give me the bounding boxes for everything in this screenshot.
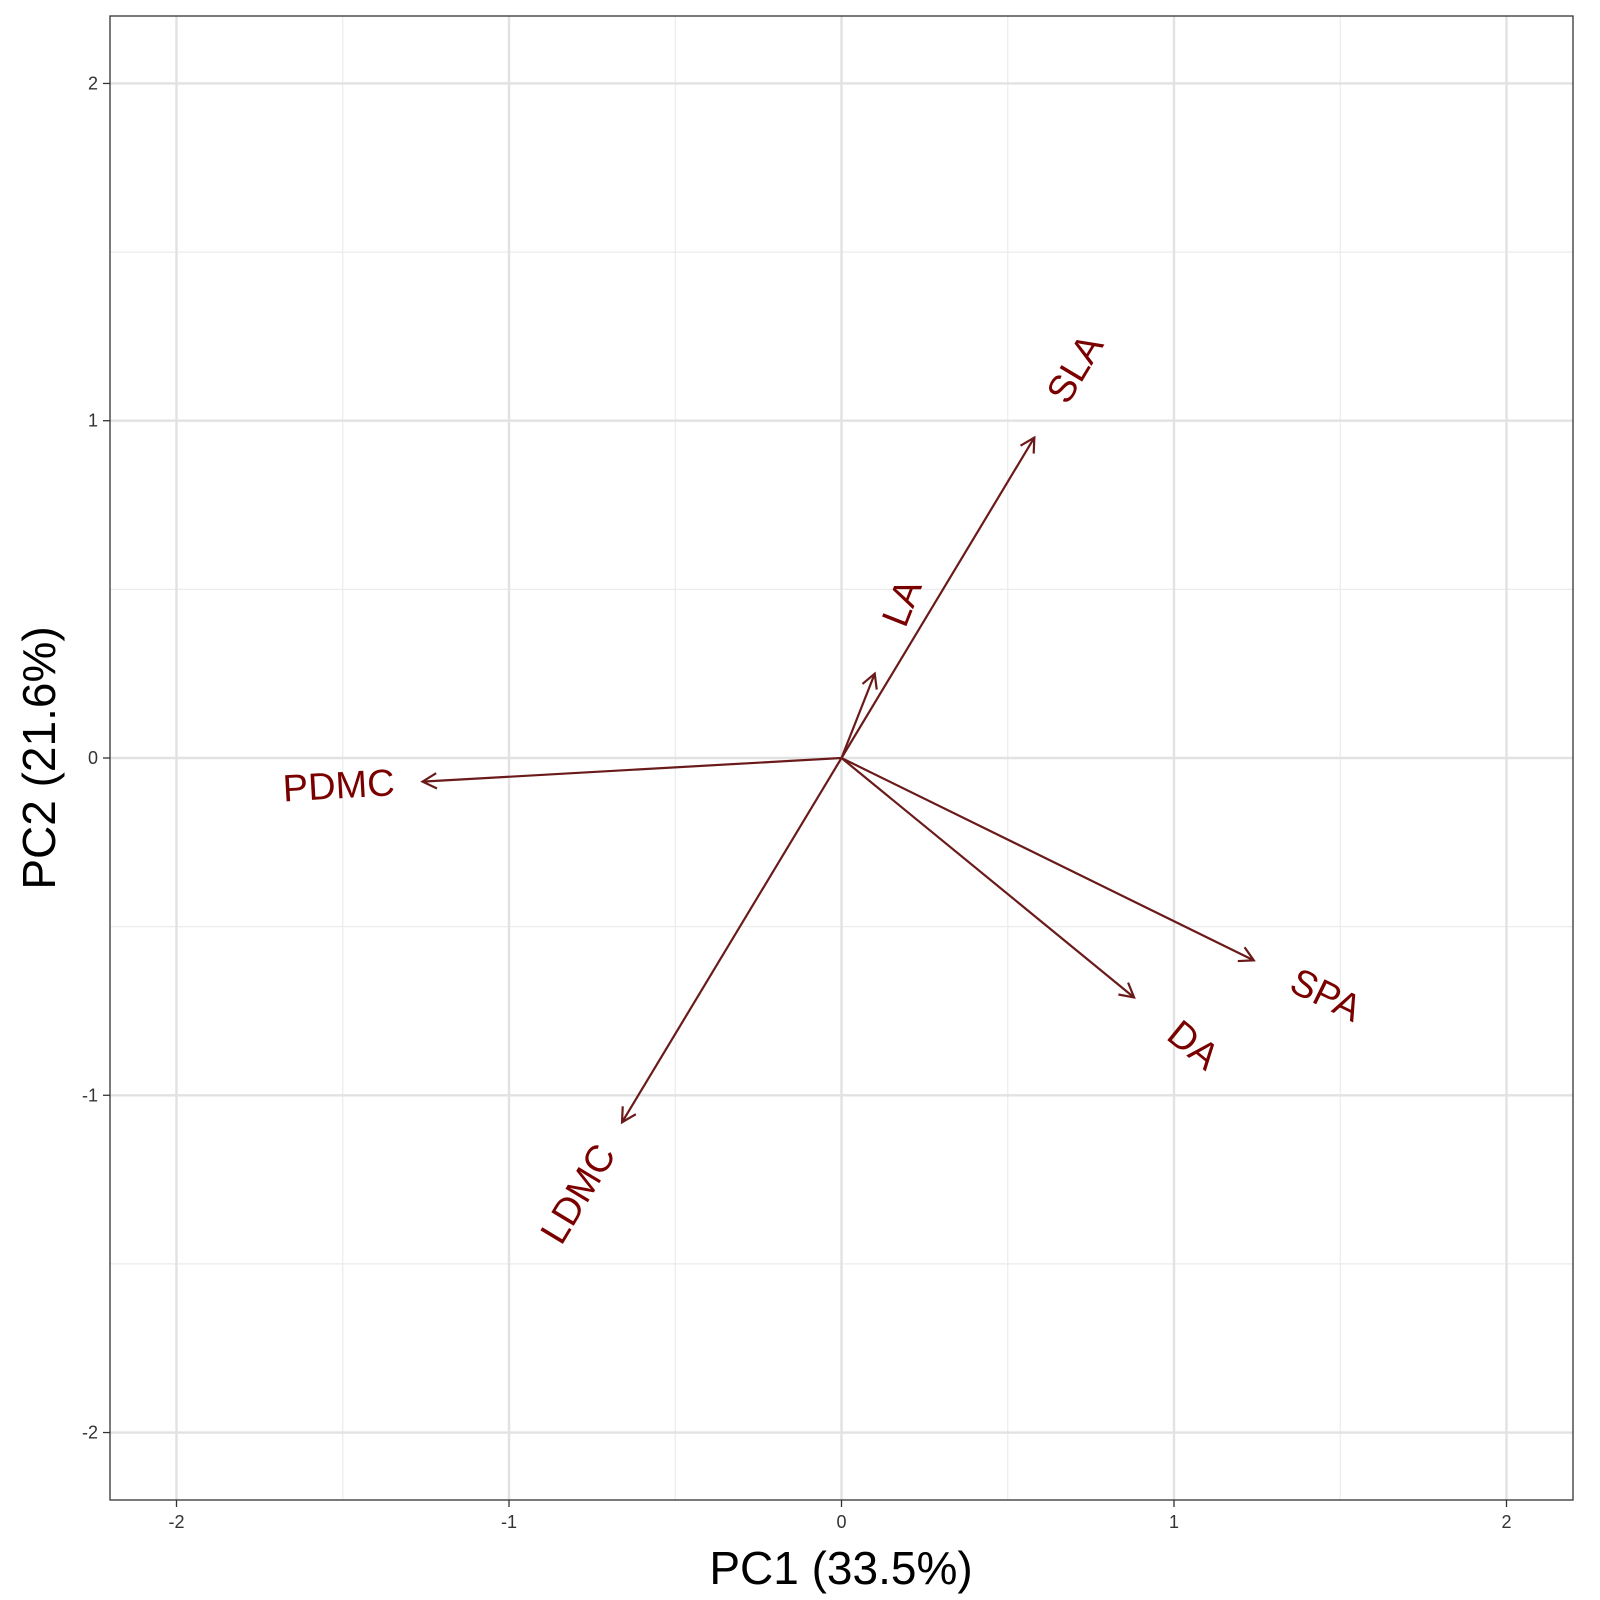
vector-la-line — [840, 673, 876, 759]
vector-pdmc: PDMC — [282, 756, 842, 810]
vector-pdmc-label: PDMC — [282, 762, 396, 810]
x-tick-label: 1 — [1169, 1512, 1179, 1532]
y-tick-label: -2 — [82, 1423, 98, 1443]
vector-spa-line — [841, 757, 1255, 962]
y-axis-title: PC2 (21.6%) — [13, 626, 65, 889]
y-axis-ticks: -2 -1 0 1 2 — [82, 73, 110, 1443]
x-tick-label: -1 — [501, 1512, 517, 1532]
x-axis-title: PC1 (33.5%) — [709, 1542, 972, 1594]
vector-pdmc-line — [422, 756, 842, 783]
vector-da-line — [840, 757, 1135, 999]
vector-da-arrowhead — [1118, 982, 1136, 999]
vector-ldmc-line — [621, 757, 843, 1123]
vector-la-arrowhead — [861, 671, 878, 690]
vector-pdmc-arrowhead — [420, 772, 438, 790]
x-tick-label: -2 — [168, 1512, 184, 1532]
y-tick-label: 0 — [88, 748, 98, 768]
y-tick-label: 1 — [88, 411, 98, 431]
y-tick-label: 2 — [88, 73, 98, 93]
vector-sla-line — [840, 437, 1036, 759]
x-tick-label: 0 — [836, 1512, 846, 1532]
vector-ldmc-arrowhead — [620, 1106, 637, 1125]
x-tick-label: 2 — [1501, 1512, 1511, 1532]
y-tick-label: -1 — [82, 1085, 98, 1105]
vector-sla-arrowhead — [1019, 435, 1036, 454]
vector-spa-arrowhead — [1237, 946, 1256, 963]
x-axis-ticks: -2 -1 0 1 2 — [168, 1500, 1512, 1532]
